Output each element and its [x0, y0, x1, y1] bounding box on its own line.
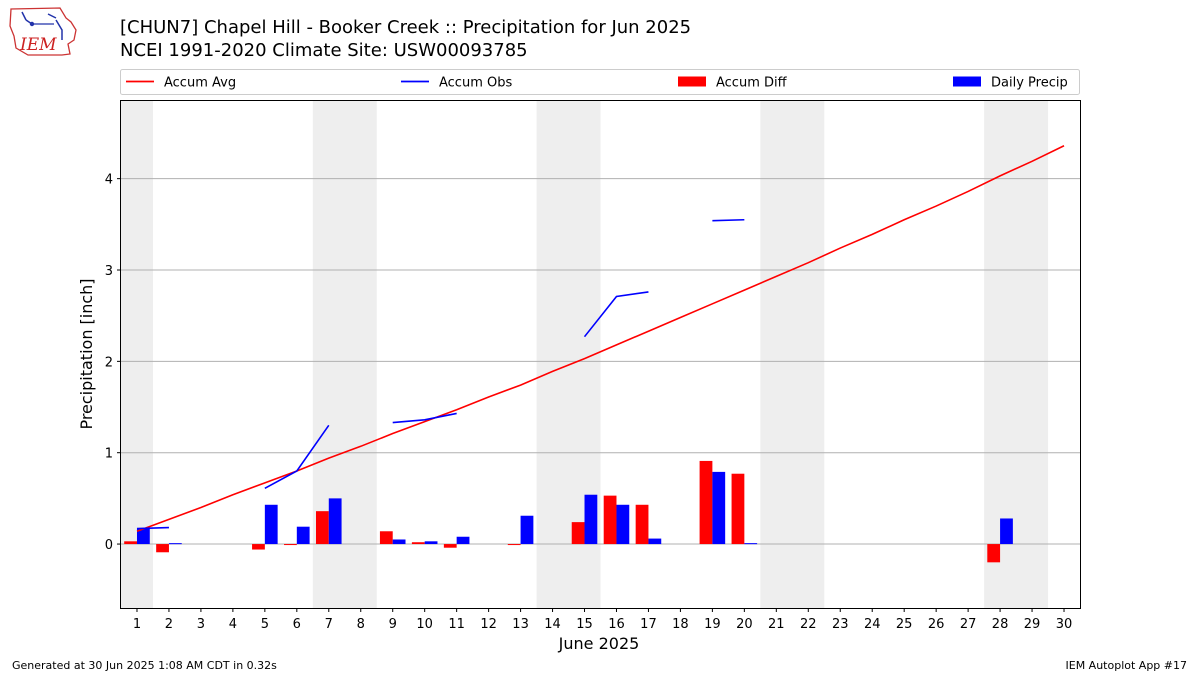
x-tick-label: 2 — [165, 617, 173, 632]
y-tick-label: 2 — [105, 355, 113, 370]
daily-precip-bar — [584, 494, 598, 545]
accum-diff-bar — [411, 542, 425, 545]
svg-text:IEM: IEM — [19, 35, 57, 55]
x-tick-label: 19 — [704, 617, 721, 632]
x-tick-label: 16 — [608, 617, 625, 632]
app-credit: IEM Autoplot App #17 — [1065, 659, 1188, 672]
chart-title: [CHUN7] Chapel Hill - Booker Creek :: Pr… — [120, 17, 692, 38]
weekend-shade — [760, 101, 825, 608]
y-tick-label: 3 — [105, 264, 113, 279]
x-tick-label: 1 — [133, 617, 141, 632]
accum-diff-bar — [635, 504, 649, 545]
accum-diff-bar — [315, 511, 329, 545]
x-tick-label: 18 — [672, 617, 689, 632]
accum-diff-bar — [507, 544, 521, 546]
x-tick-label: 5 — [261, 617, 269, 632]
x-tick-label: 30 — [1056, 617, 1073, 632]
daily-precip-bar — [456, 536, 470, 545]
x-tick-label: 24 — [864, 617, 881, 632]
x-tick-label: 20 — [736, 617, 753, 632]
daily-precip-bar — [1000, 518, 1013, 545]
y-tick-label: 0 — [105, 538, 113, 553]
weekend-shade — [984, 101, 1049, 608]
x-tick-label: 21 — [768, 617, 785, 632]
x-tick-label: 28 — [992, 617, 1009, 632]
chart-subtitle: NCEI 1991-2020 Climate Site: USW00093785 — [120, 40, 528, 61]
x-tick-label: 23 — [832, 617, 849, 632]
accum-obs-line — [392, 412, 457, 424]
x-tick-label: 4 — [229, 617, 237, 632]
daily-precip-bar — [648, 538, 662, 545]
accum-diff-bar — [699, 460, 713, 545]
x-tick-label: 11 — [448, 617, 465, 632]
x-tick-label: 12 — [480, 617, 497, 632]
daily-precip-bar — [744, 543, 758, 545]
x-tick-label: 3 — [197, 617, 205, 632]
x-tick-label: 7 — [325, 617, 333, 632]
weekend-shade — [121, 101, 153, 608]
legend-accum-avg-label: Accum Avg — [164, 76, 236, 91]
accum-obs-line — [264, 424, 330, 490]
legend-accum-obs-label: Accum Obs — [439, 76, 512, 91]
x-tick-label: 22 — [800, 617, 817, 632]
daily-precip-bar — [392, 539, 406, 545]
daily-precip-bar — [328, 498, 342, 545]
accum-obs-line — [136, 526, 169, 530]
x-tick-label: 29 — [1024, 617, 1041, 632]
x-tick-label: 6 — [293, 617, 301, 632]
accum-diff-bar — [987, 544, 1001, 563]
x-tick-label: 27 — [960, 617, 977, 632]
legend-box — [120, 69, 1080, 95]
accum-diff-bar — [156, 544, 169, 553]
x-tick-label: 8 — [357, 617, 365, 632]
x-tick-label: 17 — [640, 617, 657, 632]
x-tick-label: 9 — [389, 617, 397, 632]
daily-precip-bar — [424, 541, 438, 545]
accum-diff-bar — [731, 473, 745, 545]
x-tick-label: 15 — [576, 617, 593, 632]
daily-precip-bar — [264, 504, 278, 545]
accum-avg-line — [136, 145, 1065, 533]
accum-diff-bar — [124, 541, 137, 545]
accum-diff-bar — [284, 544, 297, 546]
accum-obs-line — [583, 291, 649, 338]
daily-precip-bar — [712, 471, 726, 545]
accum-diff-bar — [379, 531, 393, 545]
iem-logo: IEM — [8, 6, 80, 62]
daily-precip-bar — [520, 515, 534, 545]
daily-precip-bar — [168, 543, 182, 545]
y-axis-label: Precipitation [inch] — [77, 278, 96, 429]
legend-accum-diff-label: Accum Diff — [716, 76, 788, 91]
x-tick-label: 10 — [416, 617, 433, 632]
accum-obs-line — [712, 218, 745, 222]
y-tick-label: 4 — [105, 173, 113, 188]
daily-precip-bar — [616, 504, 630, 545]
legend-daily-precip-swatch — [953, 76, 981, 87]
x-tick-label: 13 — [512, 617, 529, 632]
y-tick-label: 1 — [105, 447, 113, 462]
accum-diff-bar — [252, 544, 265, 550]
legend-daily-precip-label: Daily Precip — [991, 76, 1068, 91]
x-tick-label: 25 — [896, 617, 913, 632]
plot-frame — [120, 100, 1081, 609]
x-axis-label: June 2025 — [558, 634, 640, 653]
daily-precip-bar — [136, 528, 150, 545]
chart-legend: Accum Avg Accum Obs Accum Diff Daily Precip — [120, 69, 1080, 95]
x-tick-label: 26 — [928, 617, 945, 632]
accum-diff-bar — [603, 495, 617, 545]
accum-diff-bar — [571, 522, 585, 545]
generated-timestamp: Generated at 30 Jun 2025 1:08 AM CDT in … — [12, 659, 277, 672]
accum-diff-bar — [443, 544, 457, 548]
legend-accum-diff-swatch — [678, 76, 706, 87]
daily-precip-bar — [296, 526, 310, 545]
x-tick-label: 14 — [544, 617, 561, 632]
